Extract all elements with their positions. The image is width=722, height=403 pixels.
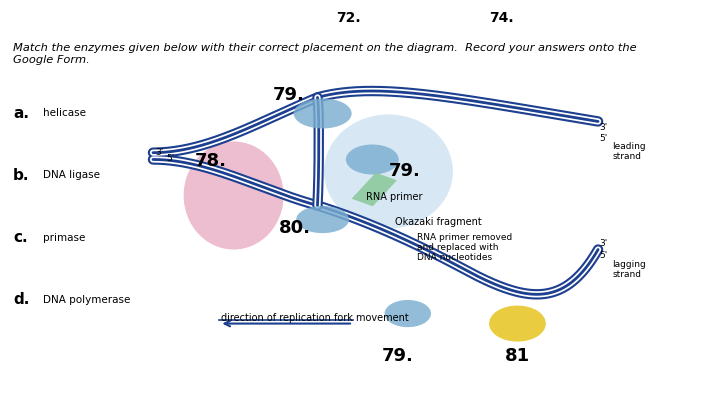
Text: 80.: 80.	[279, 218, 311, 237]
Text: helicase: helicase	[43, 108, 87, 118]
Ellipse shape	[489, 305, 546, 342]
Ellipse shape	[294, 98, 352, 129]
Text: d.: d.	[13, 292, 30, 307]
Text: DNA ligase: DNA ligase	[43, 170, 100, 181]
Text: DNA polymerase: DNA polymerase	[43, 295, 131, 305]
Text: 72.: 72.	[336, 11, 361, 25]
Text: b.: b.	[13, 168, 30, 183]
Text: leading
strand: leading strand	[612, 142, 646, 161]
Ellipse shape	[324, 114, 453, 229]
Text: 79.: 79.	[272, 86, 305, 104]
Text: 81: 81	[505, 347, 530, 365]
Text: RNA primer: RNA primer	[366, 193, 422, 202]
Text: 5': 5'	[599, 134, 608, 143]
Ellipse shape	[183, 141, 284, 249]
Text: Okazaki fragment: Okazaki fragment	[395, 216, 482, 226]
Text: 3': 3'	[599, 239, 608, 248]
Ellipse shape	[296, 206, 349, 233]
Text: primase: primase	[43, 233, 86, 243]
Text: Match the enzymes given below with their correct placement on the diagram.  Reco: Match the enzymes given below with their…	[13, 44, 637, 65]
Text: c.: c.	[13, 230, 27, 245]
Text: 74.: 74.	[489, 11, 513, 25]
Text: 3': 3'	[155, 148, 163, 157]
Text: 79.: 79.	[388, 162, 420, 181]
Text: 5': 5'	[166, 154, 174, 163]
Text: 79.: 79.	[382, 347, 414, 365]
Text: direction of replication fork movement: direction of replication fork movement	[221, 314, 409, 323]
Text: a.: a.	[13, 106, 29, 121]
Ellipse shape	[346, 144, 399, 174]
Text: 3': 3'	[599, 123, 608, 132]
Text: lagging
strand: lagging strand	[612, 260, 646, 279]
Text: 78.: 78.	[195, 152, 227, 170]
Text: RNA primer removed
and replaced with
DNA nucleotides: RNA primer removed and replaced with DNA…	[417, 233, 513, 262]
Polygon shape	[352, 173, 397, 206]
Ellipse shape	[385, 300, 431, 327]
Text: 5': 5'	[599, 251, 608, 260]
